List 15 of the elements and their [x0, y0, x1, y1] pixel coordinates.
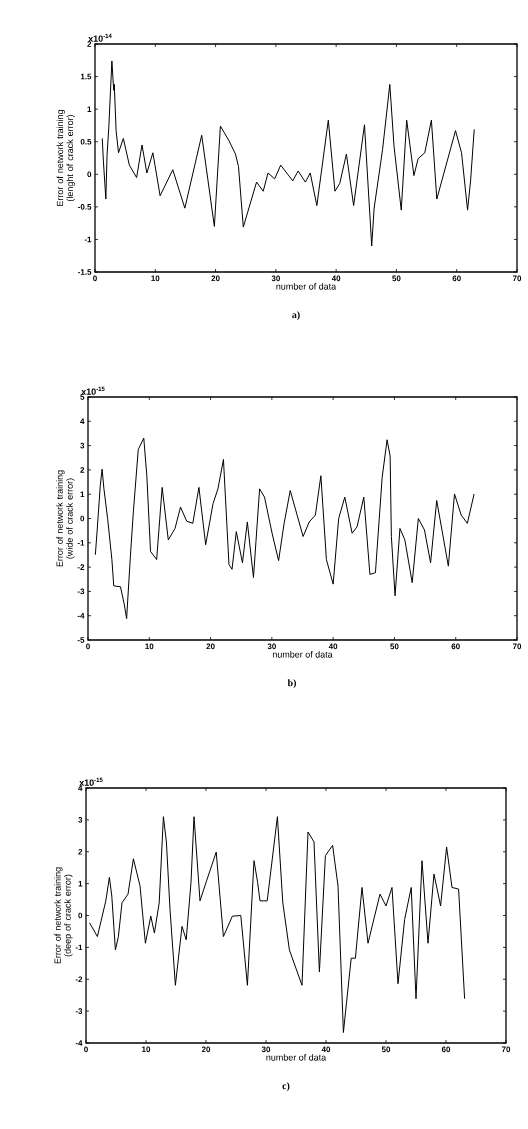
text: b) — [287, 679, 296, 689]
line-series — [94, 437, 475, 620]
x-axis-title: number of data — [266, 1054, 327, 1061]
text: x10$^{-15}$ — [79, 777, 103, 786]
text: x10$^{-14}$ — [88, 33, 112, 42]
x-axis-title: number of data — [276, 283, 337, 290]
text: x10$^{-15}$ — [81, 386, 105, 395]
y-axis-title: Error of network training (lenght of crack error) — [56, 110, 75, 206]
line-series — [101, 60, 475, 247]
y-axis-title: Error of network training (deep of crack error) — [54, 867, 73, 964]
line-series — [89, 816, 466, 1033]
x-axis-title: number of data — [272, 651, 333, 658]
text: c) — [282, 1082, 290, 1092]
y-axis-title: Error of network training (wide of crack error) — [56, 470, 75, 567]
text: a) — [292, 311, 300, 321]
